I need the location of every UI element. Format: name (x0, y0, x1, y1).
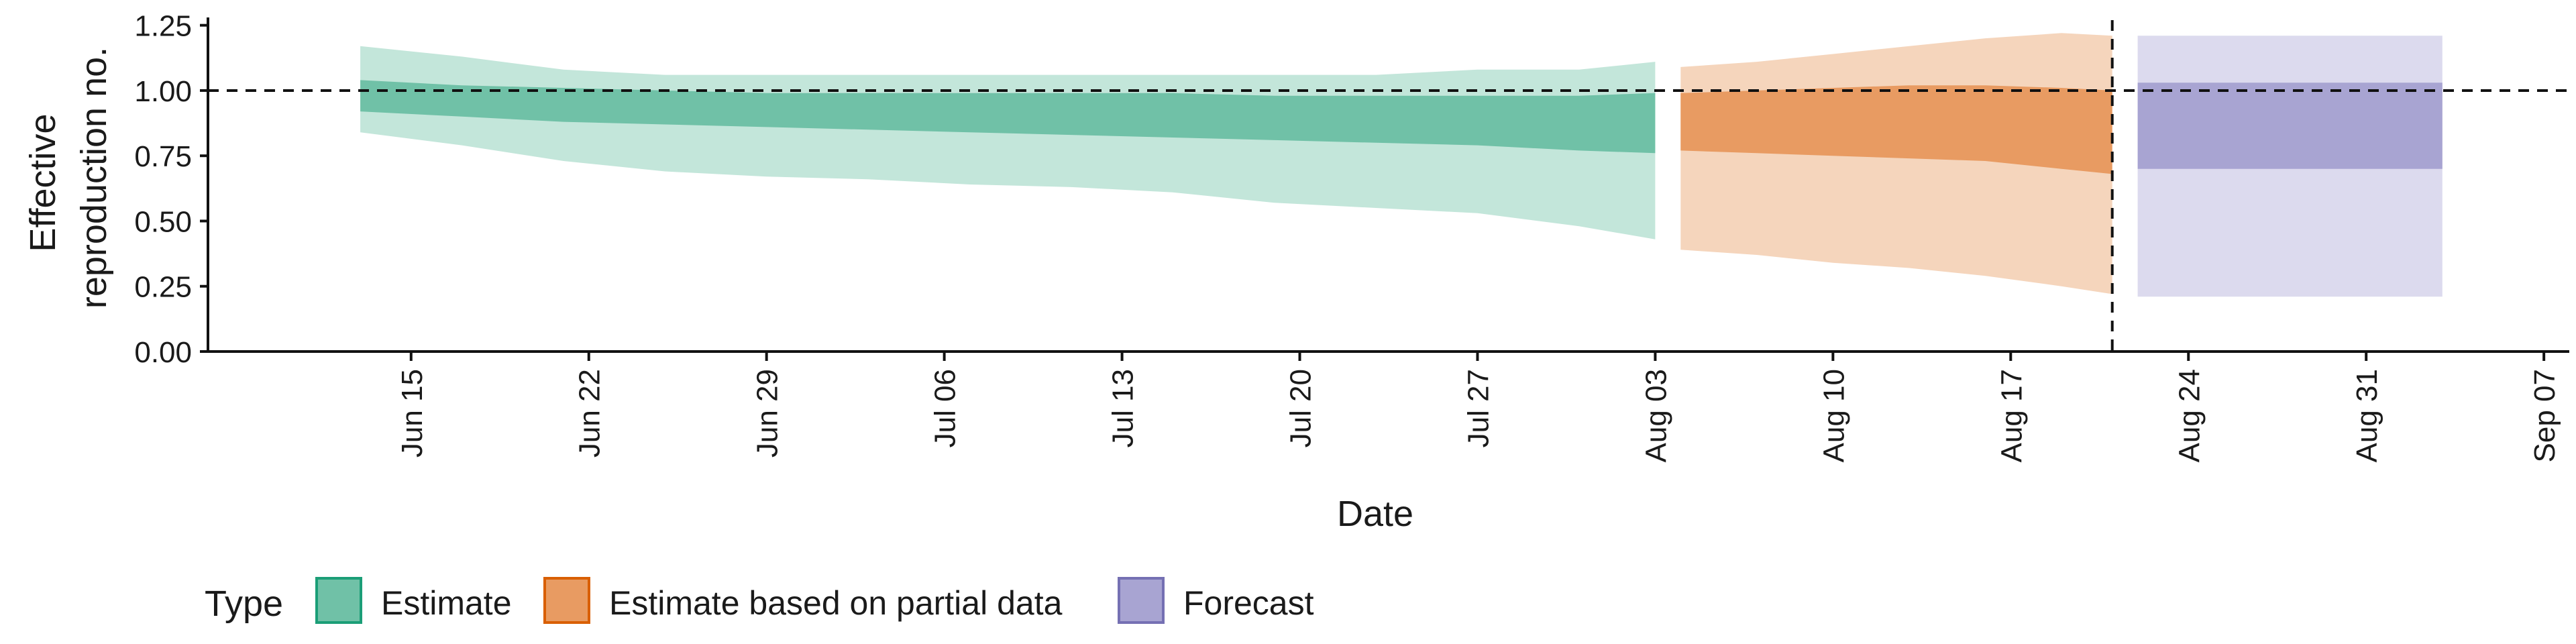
x-tick-label: Aug 10 (1817, 369, 1850, 462)
x-tick-label: Sep 07 (2528, 369, 2561, 462)
x-tick-label: Jun 29 (751, 369, 784, 458)
y-axis-title-line-2: reproduction no. (74, 47, 114, 309)
legend-label-estimate-based-on-partial-data: Estimate based on partial data (609, 584, 1063, 622)
y-tick-label: 0.75 (134, 140, 192, 173)
y-tick-label: 0.00 (134, 336, 192, 369)
y-axis-title: Effective reproduction no. (23, 47, 114, 309)
x-tick-label: Jul 27 (1462, 369, 1495, 447)
y-tick-label: 1.25 (134, 10, 192, 43)
x-tick-label: Jul 20 (1285, 369, 1318, 447)
y-tick-label: 0.50 (134, 205, 192, 238)
legend-swatch-estimate (315, 577, 362, 624)
x-tick-label: Aug 17 (1995, 369, 2028, 462)
chart-bands (360, 33, 2443, 297)
x-tick-label: Jun 22 (574, 369, 606, 458)
legend-swatch-estimate-based-on-partial-data (543, 577, 590, 624)
x-tick-label: Jul 13 (1107, 369, 1140, 447)
x-tick-label: Aug 31 (2351, 369, 2383, 462)
legend-swatch-forecast (1118, 577, 1165, 624)
x-axis-title: Date (1337, 494, 1413, 534)
x-tick-label: Jul 06 (929, 369, 962, 447)
legend-label-estimate: Estimate (381, 584, 512, 622)
estimate-based-on-partial-data-inner-band (1680, 85, 2112, 174)
y-axis-title-line-1: Effective (23, 113, 63, 252)
x-tick-label: Jun 15 (396, 369, 429, 458)
estimate-inner-band (360, 80, 1656, 154)
chart-axes: 0.000.250.500.751.001.25 Jun 15 Jun 22 Jun… (134, 10, 2569, 462)
y-axis-ticks: 0.00 0.25 0.50 0.75 1.00 1.25 (134, 10, 208, 369)
legend-items: Estimate Estimate based on partial data Fo… (315, 577, 1314, 624)
y-tick-label: 0.25 (134, 271, 192, 304)
x-tick-label: Aug 03 (1640, 369, 1672, 462)
x-axis-ticks: Jun 15 Jun 22 Jun 29 Jul 06 Jul 13 Jul 20 Jul … (396, 352, 2561, 462)
x-tick-label: Aug 24 (2173, 369, 2206, 462)
legend-label-forecast: Forecast (1183, 584, 1314, 622)
forecast-inner-band (2137, 83, 2443, 169)
y-tick-label: 1.00 (134, 75, 192, 108)
legend: Type Estimate Estimate based on partial d… (205, 577, 1314, 624)
legend-title: Type (205, 584, 283, 624)
